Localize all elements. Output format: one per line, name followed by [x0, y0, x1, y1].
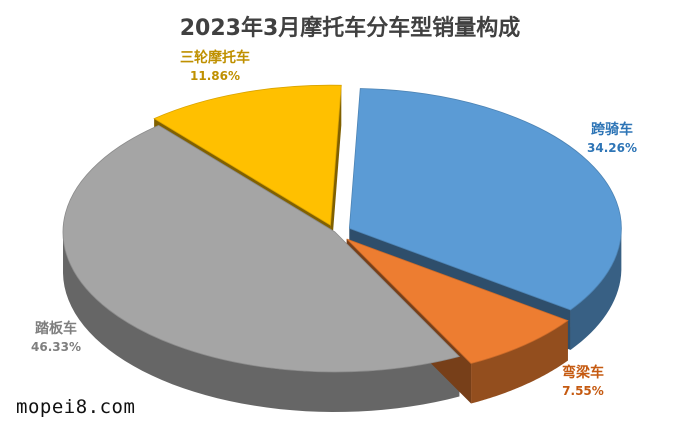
pie-slice-side — [570, 230, 622, 350]
pie-slice-side — [471, 320, 568, 404]
watermark: mopei8.com — [16, 396, 136, 418]
slice-value: 46.33% — [31, 340, 81, 354]
slice-label: 跨骑车 — [591, 121, 633, 138]
slice-label: 弯梁车 — [562, 364, 604, 381]
pie-slice-3 — [62, 124, 461, 373]
slice-value: 11.86% — [190, 69, 240, 83]
pie-tops — [62, 84, 622, 373]
pie-slice-2 — [346, 238, 569, 364]
pie-slice-1 — [348, 88, 622, 311]
pie-slice-wall — [330, 85, 342, 266]
chart-title: 2023年3月摩托车分车型销量构成 — [179, 16, 521, 41]
slice-value: 7.55% — [562, 384, 604, 398]
slice-value: 34.26% — [587, 141, 637, 155]
pie-slice-4 — [153, 84, 342, 226]
slice-label: 踏板车 — [35, 320, 77, 337]
pie-slice-side — [63, 233, 460, 412]
slice-label: 三轮摩托车 — [180, 49, 250, 66]
